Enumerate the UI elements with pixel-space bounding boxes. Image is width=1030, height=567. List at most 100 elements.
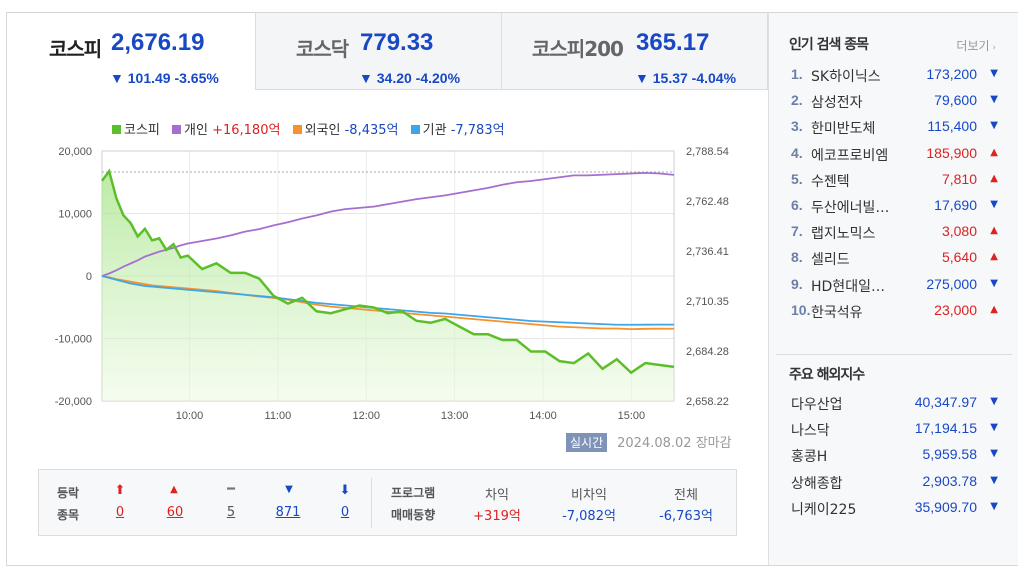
stock-price: 23,000 [934,301,977,318]
total-value: -6,763억 [659,509,713,524]
limit-up-count[interactable]: 0 [115,505,125,520]
popular-item[interactable]: 1. SK하이닉스 173,200 ▼ [789,66,1004,88]
y-left-tick-label: 0 [86,271,92,283]
legend-swatch [112,125,121,134]
updown-label-2: 종목 [57,508,80,522]
x-tick-label: 13:00 [441,410,469,422]
y-left-tick-label: 10,000 [58,209,92,221]
tab-kospi[interactable]: 코스피 2,676.19 ▼ 101.49 -3.65% [7,13,256,90]
x-tick-label: 14:00 [529,410,557,422]
rank-number: 5. [791,170,803,187]
market-summary-bar: 등락 종목 ⬆ 0 ▲ 60 ━ 5 ▼ 871 ⬇ 0 프로그램 매매동향 차… [38,469,737,536]
index-name: 니케이225 [791,501,857,518]
legend-swatch [292,125,302,134]
rank-number: 3. [791,118,803,135]
popular-item[interactable]: 10. 한국석유 23,000 ▲ [789,302,1004,324]
foreign-line [101,275,675,331]
x-tick-label: 10:00 [176,410,204,422]
tab-name: 코스피 [49,37,102,61]
stock-price: 17,690 [934,197,977,213]
up-count[interactable]: 60 [166,505,184,520]
legend-label: 외국인 [304,123,341,138]
index-name: 나스닥 [791,423,830,440]
popular-item[interactable]: 4. 에코프로비엠 185,900 ▲ [789,145,1004,167]
popular-item[interactable]: 3. 한미반도체 115,400 ▼ [789,118,1004,140]
market-status: 장마감 [695,436,732,451]
up-arrow-icon: ▲ [990,146,998,158]
down-arrow-icon: ▼ [990,474,998,486]
stock-price: 275,000 [926,275,977,292]
arbitrage-value: +319억 [473,509,521,524]
rank-number: 2. [791,92,803,109]
y-right-tick-label: 2,658.22 [686,396,729,408]
popular-item[interactable]: 2. 삼성전자 79,600 ▼ [789,92,1004,114]
tab-value: 365.17 [636,29,710,56]
chart-legend: 코스피 개인 +16,180억 외국인 -8,435억 기관 -7,783억 [112,119,513,138]
up-icon: ▲ [170,484,178,495]
legend-item-institution[interactable]: 기관 -7,783억 [410,123,505,138]
flat-icon: ━ [227,482,235,497]
legend-value: -7,783억 [450,123,505,138]
chevron-right-icon: › [989,43,996,53]
arbitrage-label: 차익 [485,488,509,503]
institution-line [101,275,675,326]
index-name: 상해종합 [791,475,843,492]
popular-item[interactable]: 9. HD현대일렉트릭 275,000 ▼ [789,276,1004,298]
sidebar: 인기 검색 종목 더보기 › 1. SK하이닉스 173,200 ▼ 2. 삼성전자 79,… [768,13,1018,565]
down-arrow-icon: ▼ [990,448,998,460]
rank-number: 7. [791,223,803,240]
limit-down-count[interactable]: 0 [340,505,350,520]
stock-name: 셀리드 [811,252,850,269]
stock-name: 수젠텍 [811,173,850,190]
rank-number: 4. [791,144,803,161]
down-arrow-icon: ▼ [990,500,998,512]
legend-item-kospi[interactable]: 코스피 [112,123,164,138]
popular-item[interactable]: 8. 셀리드 5,640 ▲ [789,249,1004,271]
index-name: 홍콩H [791,449,828,466]
y-right-tick-label: 2,710.35 [686,296,729,308]
y-left-tick-label: 20,000 [58,146,92,158]
popular-item[interactable]: 5. 수젠텍 7,810 ▲ [789,171,1004,193]
overseas-item[interactable]: 나스닥 17,194.15 ▼ [789,420,1004,442]
popular-item[interactable]: 6. 두산에너빌리티 17,690 ▼ [789,197,1004,219]
x-tick-label: 11:00 [265,410,292,422]
down-count[interactable]: 871 [275,505,301,520]
rank-number: 1. [791,66,803,82]
overseas-item[interactable]: 다우산업 40,347.97 ▼ [789,394,1004,416]
tab-kospi200[interactable]: 코스피200 365.17 ▼ 15.37 -4.04% [502,13,768,90]
more-link[interactable]: 더보기 › [956,39,996,53]
y-right-tick-label: 2,788.54 [686,146,729,158]
divider [371,478,372,528]
down-arrow-icon: ▼ [990,277,998,289]
stock-name: 삼성전자 [811,95,863,112]
legend-value: -8,435억 [344,123,399,138]
stock-name: 한미반도체 [811,121,876,138]
popular-item[interactable]: 7. 랩지노믹스 3,080 ▲ [789,223,1004,245]
y-left-tick-label: -20,000 [55,396,92,408]
stock-price: 115,400 [927,118,977,135]
chart-timestamp: 실시간 2024.08.02 장마감 [566,432,732,452]
non-arbitrage-value: -7,082억 [562,509,616,524]
updown-label: 등락 [57,486,80,500]
tab-kosdaq[interactable]: 코스닥 779.33 ▼ 34.20 -4.20% [256,13,502,90]
rank-number: 8. [791,249,803,266]
stock-name: SK하이닉스 [811,69,881,85]
overseas-item[interactable]: 니케이225 35,909.70 ▼ [789,499,1004,521]
overseas-item[interactable]: 상해종합 2,903.78 ▼ [789,473,1004,495]
stock-price: 3,080 [941,223,977,240]
tab-value: 2,676.19 [111,29,205,56]
legend-item-foreign[interactable]: 외국인 -8,435억 [292,123,403,138]
index-value: 5,959.58 [922,446,978,463]
tab-name: 코스닥 [296,37,349,61]
stock-price: 173,200 [926,66,977,82]
overseas-item[interactable]: 홍콩H 5,959.58 ▼ [789,446,1004,468]
flat-count[interactable]: 5 [226,505,236,520]
investor-trend-chart: 20,000 10,000 0 -10,000 -20,000 2,788.54 2,762… [55,146,729,422]
stock-name: 에코프로비엠 [811,147,889,164]
rank-number: 10. [791,301,811,318]
y-right-tick-label: 2,684.28 [686,346,729,358]
realtime-badge[interactable]: 실시간 [566,433,608,452]
limit-up-icon: ⬆ [114,483,126,498]
legend-item-individual[interactable]: 개인 +16,180억 [172,123,285,138]
tab-value: 779.33 [360,29,434,56]
